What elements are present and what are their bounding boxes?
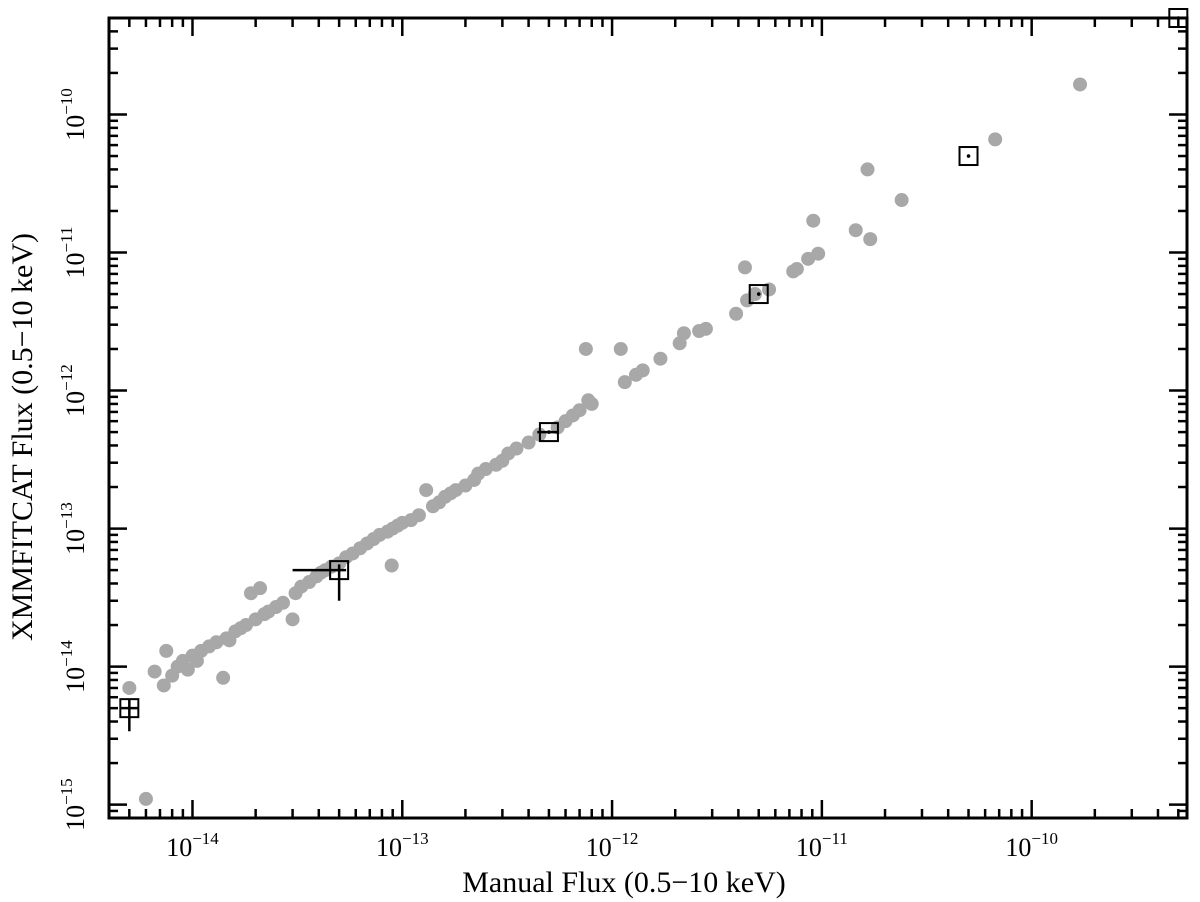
reference-square-marker [748,284,769,305]
reference-square-marker [119,698,140,719]
plot-frame [107,16,1189,820]
data-point [617,375,632,390]
reference-center-dot [966,154,971,158]
y-tick-label: 10−13 [57,502,90,555]
reference-center-dot [547,430,551,434]
data-point [894,193,909,208]
data-point [789,261,804,276]
data-point [988,132,1003,147]
data-point [863,232,878,247]
x-tick-label: 10−11 [796,829,848,862]
data-point [411,508,426,523]
y-tick-label: 10−12 [57,364,90,417]
x-tick-label: 10−14 [166,829,219,862]
reference-square-marker [538,422,559,443]
data-point [419,483,434,498]
data-point [147,664,162,679]
data-point [521,435,536,450]
x-tick-label: 10−13 [376,829,429,862]
data-point [1073,77,1088,92]
x-axis-title: Manual Flux (0.5−10 keV) [462,866,786,899]
data-point [748,287,763,302]
data-point [285,612,300,627]
y-tick-label: 10−11 [57,227,90,279]
reference-square-marker [958,146,979,167]
data-point [180,662,195,677]
data-point [578,341,593,356]
data-point [653,351,668,366]
data-point [811,246,826,261]
data-point [138,791,153,806]
data-point [253,581,268,596]
y-tick-label: 10−10 [57,88,90,141]
data-points-layer [122,77,1088,806]
reference-center-dot [127,706,132,710]
data-point [860,162,875,177]
y-axis-title: XMMFITCAT Flux (0.5−10 keV) [6,233,39,641]
tick-labels-layer: 10−14 10−13 10−12 10−11 10−10 10−15 10−14 10−13… [57,88,1058,862]
data-point [584,396,599,411]
data-point [275,595,290,610]
data-point [509,441,524,456]
data-point [698,321,713,336]
data-point [676,326,691,341]
data-point [848,223,863,238]
data-point [159,643,174,658]
data-point [737,260,752,275]
y-tick-label: 10−14 [57,640,90,693]
data-point [613,341,628,356]
data-point [384,558,399,573]
x-tick-label: 10−10 [1005,829,1058,862]
reference-square-marker [329,560,350,581]
data-point [572,403,587,418]
data-point [156,678,171,693]
data-point [729,306,744,321]
x-tick-label: 10−12 [586,829,639,862]
y-tick-label: 10−15 [57,778,90,831]
data-point [216,670,231,685]
data-point [122,680,137,695]
data-point [806,213,821,228]
reference-center-dot [337,568,341,572]
reference-center-dot [756,292,761,296]
data-point [635,363,650,378]
